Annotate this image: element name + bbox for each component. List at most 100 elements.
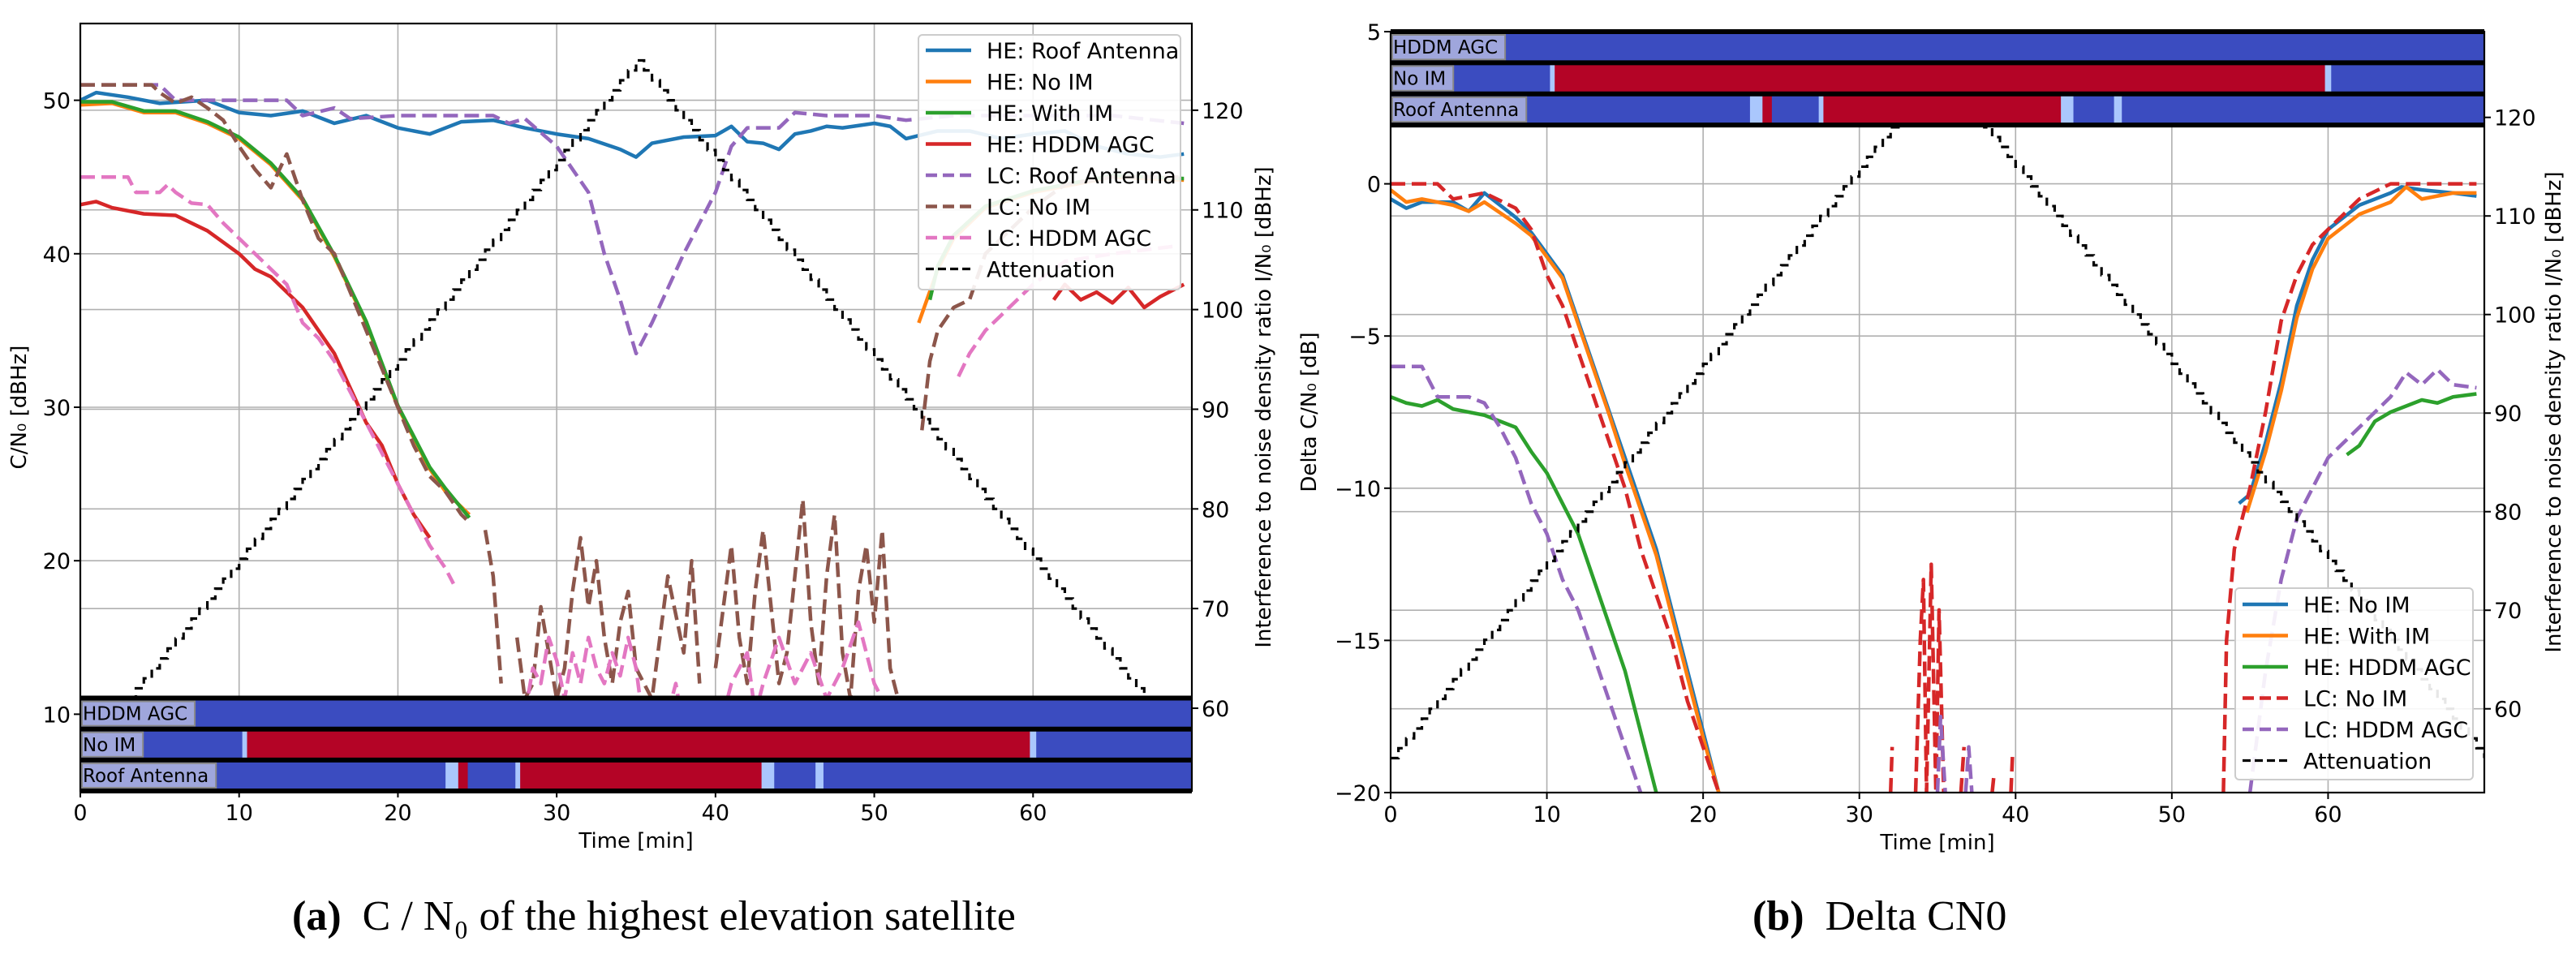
heatmap-cell-blue	[1391, 32, 2485, 63]
series-line-lc-hddm-agc	[1391, 364, 2477, 793]
heatmap-cell-light	[1030, 728, 1037, 760]
plot-area	[1391, 67, 2484, 793]
y2-tick-label: 80	[1202, 497, 1229, 522]
x-tick-label: 10	[1533, 802, 1560, 827]
y-axis-label: C/N₀ [dBHz]	[7, 346, 32, 470]
heatmap-cell-light	[2061, 93, 2075, 126]
ticks: 0 10 20 30 40 50 60 10 20 30 40 50 60 70 80 90 100 110 120	[43, 89, 1244, 826]
y-axis-label: Delta C/N₀ [dB]	[1297, 332, 1322, 492]
y2-tick-label: 60	[2494, 698, 2522, 723]
y2-axis-label: Interference to noise density ratio I/N₀…	[1252, 166, 1276, 647]
x-axis-label: Time [min]	[578, 829, 693, 853]
y2-tick-label: 90	[1202, 398, 1229, 423]
y2-tick-label: 100	[2494, 303, 2536, 329]
series-line-he-with-im	[1391, 185, 2477, 793]
legend-label: HE: HDDM AGC	[2303, 655, 2471, 681]
legend-label: HE: Roof Antenna	[987, 39, 1179, 64]
heatmap-row-label: Roof Antenna	[83, 766, 209, 787]
chart-a: HDDM AGC No IM Roof Antenna 0 10 20 30 40 50 60 10…	[7, 22, 1276, 853]
heatmap-cell-blue	[1771, 93, 1820, 126]
y-tick-label: 0	[1367, 173, 1381, 198]
caption-b-label: (b)	[1752, 893, 1804, 939]
legend-label: Attenuation	[987, 258, 1115, 283]
y-tick-label: 20	[43, 549, 71, 574]
heatmap-cell-light	[1550, 62, 1555, 94]
heatmap-cell-blue	[2331, 62, 2485, 94]
x-tick-label: 0	[73, 801, 87, 826]
y2-tick-label: 120	[2494, 106, 2536, 131]
legend-label: HE: With IM	[987, 101, 1113, 127]
y2-tick-label: 70	[2494, 599, 2522, 624]
legend-label: LC: HDDM AGC	[987, 226, 1151, 251]
legend-label: HE: HDDM AGC	[987, 133, 1155, 158]
heatmap-row-label: HDDM AGC	[83, 704, 187, 725]
heatmap-cell-blue	[80, 698, 1193, 729]
heatmap-cell-blue	[2073, 93, 2115, 126]
y-tick-label: −15	[1335, 629, 1381, 654]
heatmap-cell-light	[445, 759, 459, 791]
y2-tick-label: 60	[1202, 697, 1229, 722]
y-tick-label: 5	[1367, 20, 1381, 45]
caption-a-label: (a)	[292, 893, 342, 939]
legend: HE: Roof Antenna HE: No IM HE: With IM HE: …	[918, 34, 1181, 290]
heatmap-cell-light	[761, 759, 775, 791]
heatmap: HDDM AGC No IM Roof Antenna	[1391, 29, 2485, 128]
legend-box	[2234, 587, 2474, 780]
series-line-he-hddm-agc	[1391, 392, 2477, 793]
heatmap-cell-light	[515, 759, 521, 791]
y-tick-label: −10	[1335, 477, 1381, 502]
heatmap-cell-light	[1749, 93, 1763, 126]
ticks: 0 10 20 30 40 50 60 −20 −15 −10 −5 0 5 60 70 80 90 100 110…	[1335, 20, 2536, 827]
legend-label: HE: No IM	[2303, 593, 2410, 618]
x-tick-label: 30	[543, 801, 570, 826]
y2-axis-label: Interference to noise density ratio I/N₀…	[2542, 171, 2566, 652]
x-tick-label: 20	[1689, 802, 1717, 827]
x-tick-label: 50	[860, 801, 888, 826]
heatmap-row-label: No IM	[1393, 69, 1446, 90]
heatmap-cell-blue	[1036, 728, 1193, 760]
y2-tick-label: 120	[1202, 99, 1244, 124]
y-tick-label: 40	[43, 243, 71, 268]
y2-tick-label: 80	[2494, 501, 2522, 526]
legend-label: LC: HDDM AGC	[2303, 718, 2468, 743]
legend-label: LC: Roof Antenna	[987, 164, 1176, 189]
y-tick-label: 10	[43, 703, 71, 728]
y-tick-label: −5	[1348, 324, 1381, 350]
x-tick-label: 20	[384, 801, 411, 826]
legend-label: HE: With IM	[2303, 625, 2430, 650]
heatmap-cell-light	[2114, 93, 2122, 126]
series-line-lc-no-im	[1391, 182, 2477, 793]
x-tick-label: 0	[1383, 802, 1397, 827]
y2-tick-label: 100	[1202, 299, 1244, 324]
legend-box	[918, 34, 1181, 290]
series-line-attenuation	[80, 58, 1192, 760]
legend-label: LC: No IM	[2303, 687, 2407, 712]
heatmap: HDDM AGC No IM Roof Antenna	[80, 695, 1193, 793]
series-line-attenuation	[1391, 67, 2484, 760]
series-line-lc-roof-antenna	[80, 83, 1185, 356]
caption-a: (a) C / N₀ of the highest elevation sate…	[292, 892, 1016, 940]
x-tick-label: 60	[2314, 802, 2342, 827]
series-line-lc-no-im	[80, 83, 1185, 701]
y-tick-label: 50	[43, 89, 71, 114]
legend-label: LC: No IM	[987, 196, 1090, 221]
heatmap-cell-light	[1818, 93, 1824, 126]
legend-label: Attenuation	[2303, 750, 2432, 775]
caption-b: (b) Delta CN0	[1752, 892, 2006, 940]
heatmap-label-box	[1391, 65, 1455, 92]
x-tick-label: 40	[2002, 802, 2029, 827]
heatmap-cell-red	[520, 759, 763, 791]
legend-label: HE: No IM	[987, 71, 1094, 96]
axes-frame	[1389, 30, 2486, 794]
heatmap-label-box	[1391, 96, 1528, 123]
x-axis-label: Time [min]	[1879, 831, 1994, 855]
y2-tick-label: 70	[1202, 597, 1229, 622]
heatmap-label-box	[81, 731, 144, 758]
heatmap-label-box	[81, 700, 196, 727]
heatmap-cell-blue	[823, 759, 1193, 791]
heatmap-row-label: Roof Antenna	[1393, 100, 1519, 121]
heatmap-cell-red	[247, 728, 1030, 760]
y2-tick-label: 90	[2494, 402, 2522, 427]
